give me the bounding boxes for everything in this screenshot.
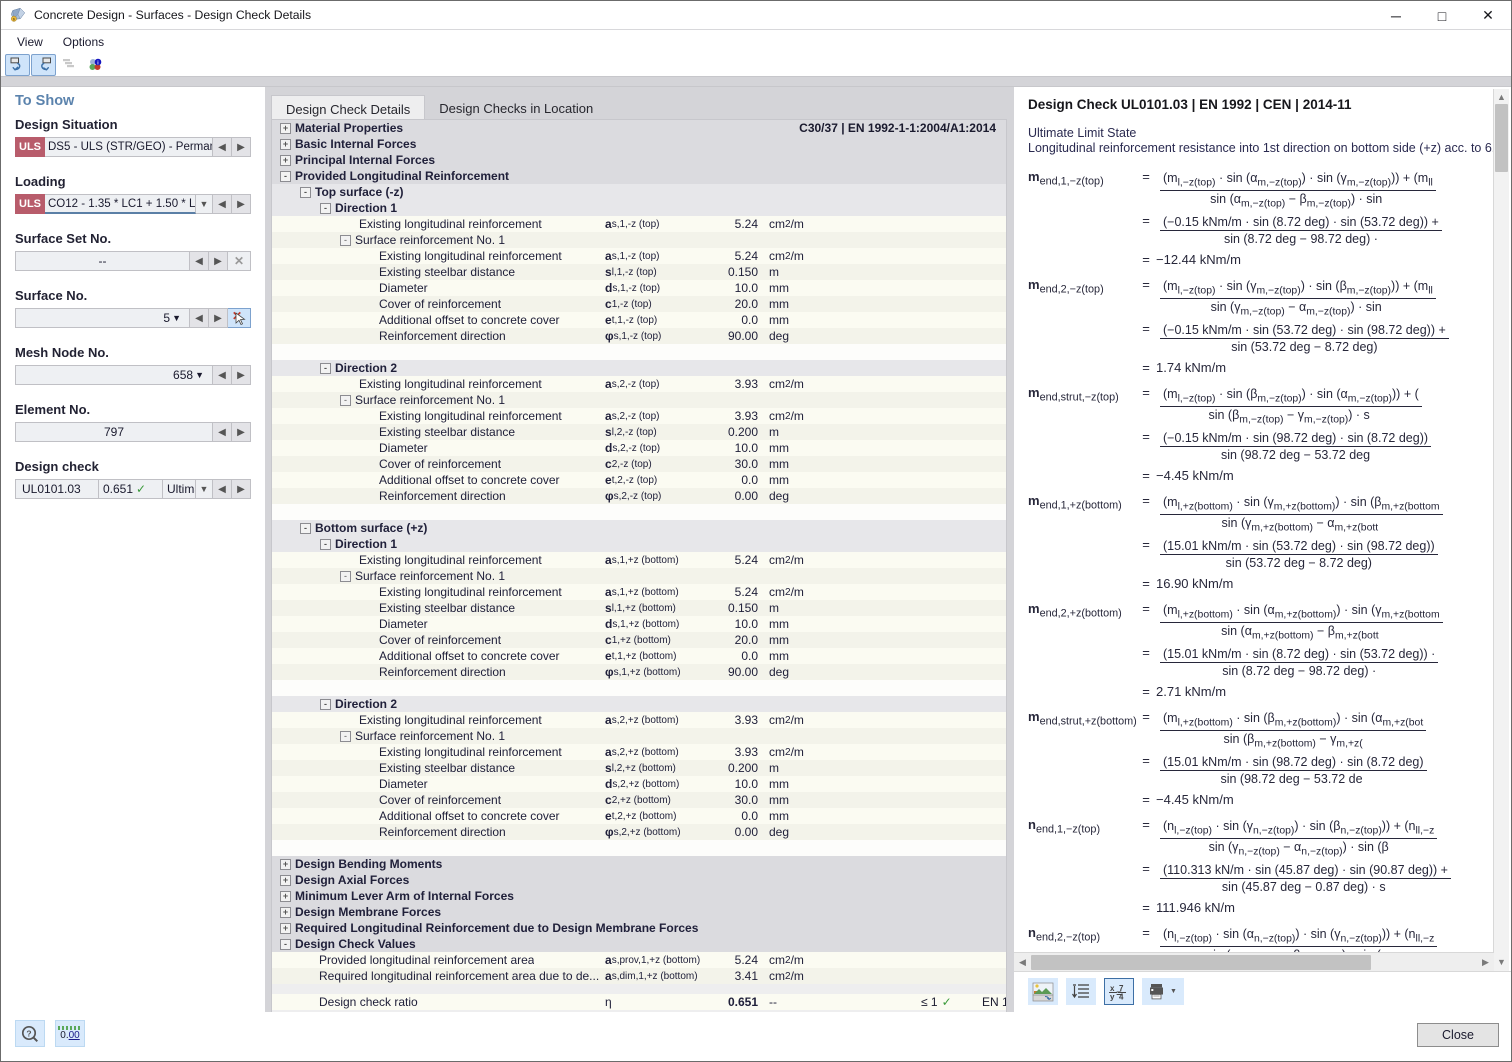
svg-text:?: ? [26, 1028, 31, 1038]
svg-text:=: = [1116, 988, 1121, 998]
svg-text:y: y [1110, 992, 1115, 1001]
svg-text:6: 6 [13, 17, 15, 21]
